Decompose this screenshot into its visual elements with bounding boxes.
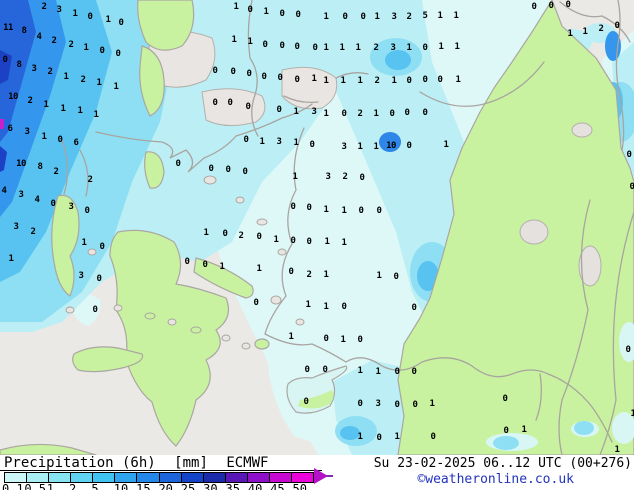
forecast-datetime: Su 23-02-2025 06..12 UTC (00+276): [373, 456, 632, 471]
colorbar-tick: 35: [225, 482, 240, 490]
coastlines-borders: [61, 0, 634, 455]
colorbar-tick: 10: [113, 482, 129, 490]
colorbar-tick: 45: [270, 482, 285, 490]
aegean-islands: [65, 175, 305, 350]
colorbar-segment: [27, 473, 50, 482]
colorbar-tick: 2: [69, 482, 77, 490]
balkan-green-1: [137, 0, 195, 51]
evia-island: [193, 257, 254, 299]
colorbar-arrow-tail: [326, 475, 333, 477]
colorbar-segment: [247, 473, 270, 482]
colorbar-segment: [181, 473, 204, 482]
west-greece-coast: [51, 194, 80, 297]
rhodes-island: [254, 338, 270, 350]
colorbar-segment: [203, 473, 226, 482]
precipitation-map[interactable]: 2 3 1 0 1 0 1 0 1 0 0 1 0 0 1 3 2 5 1 1 0 0 0 11 8 4 2 2 1 0 0 1 1 0 0 0 0 1 1…: [0, 0, 634, 455]
lakes: [519, 122, 602, 287]
colorbar-segment: [49, 473, 72, 482]
colorbar-tick: 0.5: [24, 482, 47, 490]
colorbar-segment: [115, 473, 138, 482]
precip-heavy-layer: [0, 0, 621, 217]
land-layer: [0, 0, 634, 455]
colorbar-ticks: 0.1 0.5 1 2 5 10 15 20 25 30 35 40 45 50: [0, 482, 340, 490]
colorbar-tick: 0.1: [2, 482, 24, 490]
colorbar-tick: 25: [180, 482, 196, 490]
colorbar-segment: [5, 473, 28, 482]
copyright-link[interactable]: ©weatheronline.co.uk: [417, 472, 574, 487]
colorbar-segment: [137, 473, 160, 482]
balkan-green-2: [139, 45, 165, 117]
gray-sea-patches: [148, 30, 338, 126]
legend-model: ECMWF: [226, 455, 269, 471]
legend-title: Precipitation (6h) [mm] ECMWF: [4, 455, 278, 471]
colorbar-arrow: [314, 468, 328, 484]
colorbar-tick: 50: [292, 482, 307, 490]
precip-over-land-spots: [486, 322, 634, 451]
africa-coast: [0, 443, 97, 455]
colorbar-tick: 40: [247, 482, 263, 490]
colorbar-segment: [159, 473, 182, 482]
colorbar-segment: [269, 473, 293, 482]
map-canvas: [0, 0, 634, 455]
colorbar-segment: [71, 473, 94, 482]
legend-bar: Precipitation (6h) [mm] ECMWF 0.1 0.5 1 2 5 1…: [0, 455, 634, 490]
cyprus-island: [286, 365, 348, 414]
legend-title-text: Precipitation (6h): [4, 455, 156, 471]
colorbar-tick: 1: [46, 482, 54, 490]
colorbar-tick: 30: [203, 482, 218, 490]
precip-colorbar: [4, 472, 314, 483]
crete-island: [72, 346, 144, 373]
colorbar-tick: 5: [91, 482, 99, 490]
colorbar-tick: 20: [158, 482, 173, 490]
colorbar-tick: 15: [136, 482, 151, 490]
legend-divider: [0, 470, 322, 471]
colorbar-segment: [225, 473, 248, 482]
colorbar-segment: [292, 473, 314, 482]
legend-unit: [mm]: [174, 455, 208, 471]
colorbar-segment: [93, 473, 116, 482]
balkan-green-3: [144, 151, 165, 189]
